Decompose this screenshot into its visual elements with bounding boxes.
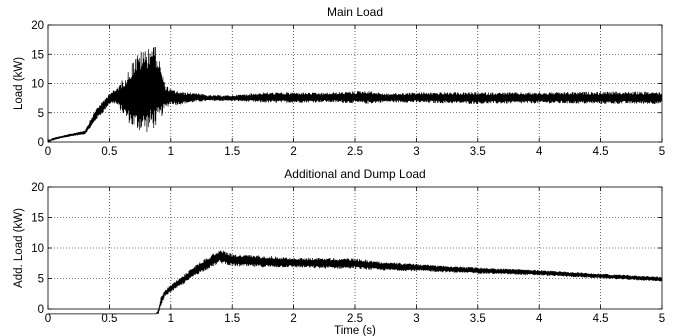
x-tick-label: 2: [290, 146, 296, 158]
x-tick-label: 1.5: [224, 313, 240, 325]
y-axis-label: Load (kW): [13, 57, 25, 110]
y-tick-label: 5: [38, 274, 44, 286]
y-tick-label: 10: [31, 243, 44, 255]
y-tick-label: 15: [31, 213, 44, 225]
y-tick-label: 5: [38, 108, 44, 120]
x-tick-label: 2.5: [347, 146, 363, 158]
y-tick-label: 20: [31, 182, 44, 194]
x-tick-label: 0.5: [101, 313, 117, 325]
y-tick-label: 0: [38, 304, 44, 316]
x-tick-label: 0.5: [101, 146, 117, 158]
subplot-2: 0 0.5 1 1.5 2 2.5 3 3.5 4 4.5 5 0 5 10 15 20 Additional …: [13, 167, 665, 336]
x-tick-label: 3.5: [470, 146, 486, 158]
series-trace: [47, 47, 663, 143]
y-tick-label: 0: [38, 137, 44, 149]
x-tick-label: 5: [659, 146, 665, 158]
y-tick-label: 20: [31, 20, 44, 32]
x-tick-label: 3.5: [470, 313, 486, 325]
subplot-1: 0 0.5 1 1.5 2 2.5 3 3.5 4 4.5 5 0 5 10 15 20 Main Load Lo…: [13, 5, 665, 158]
x-tick-label: 0: [45, 146, 51, 158]
series-trace: [48, 250, 663, 315]
x-tick-label: 1.5: [224, 146, 240, 158]
x-tick-label: 4: [536, 146, 543, 158]
x-tick-label: 2.5: [347, 313, 363, 325]
x-tick-label: 4.5: [593, 313, 609, 325]
y-tick-label: 15: [31, 49, 44, 61]
x-tick-label: 1: [168, 313, 174, 325]
x-axis-label: Time (s): [334, 325, 376, 336]
x-tick-label: 4.5: [593, 146, 609, 158]
y-tick-label: 10: [31, 79, 44, 91]
x-tick-label: 0: [45, 313, 51, 325]
x-tick-label: 2: [290, 313, 296, 325]
x-tick-label: 1: [168, 146, 174, 158]
y-axis-label: Add. Load (kW): [13, 208, 25, 288]
x-tick-label: 5: [659, 313, 665, 325]
x-tick-label: 4: [536, 313, 543, 325]
chart-title: Main Load: [327, 5, 383, 19]
chart-title: Additional and Dump Load: [284, 167, 425, 181]
x-tick-label: 3: [413, 146, 419, 158]
x-tick-label: 3: [413, 313, 419, 325]
